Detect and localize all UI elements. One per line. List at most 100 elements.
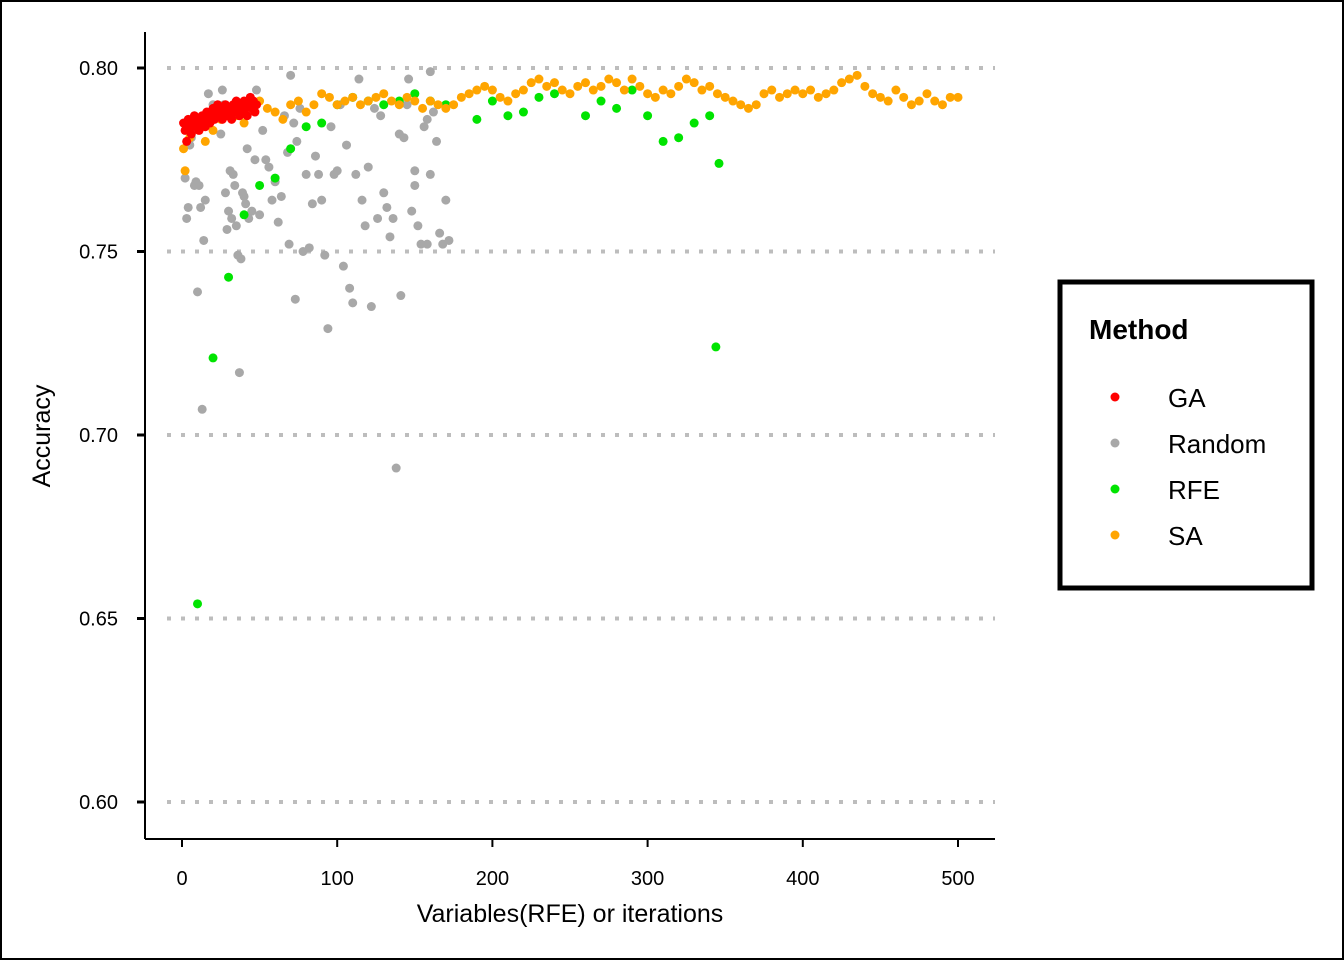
legend-label: SA — [1168, 521, 1203, 551]
data-point — [261, 155, 271, 165]
data-point — [396, 291, 406, 301]
data-point — [262, 103, 272, 113]
data-point — [255, 180, 265, 190]
data-point — [937, 100, 947, 110]
y-tick-label: 0.60 — [79, 792, 118, 814]
gridlines — [167, 66, 995, 804]
data-point — [410, 89, 420, 99]
data-point — [180, 173, 190, 183]
data-point — [402, 92, 412, 102]
data-point — [428, 107, 438, 117]
data-point — [217, 85, 227, 95]
data-point — [360, 221, 370, 231]
data-point — [844, 74, 854, 84]
data-point — [435, 228, 445, 238]
data-point — [425, 67, 435, 77]
data-point — [596, 96, 606, 106]
data-point — [376, 111, 386, 121]
data-point — [230, 180, 240, 190]
data-point — [511, 89, 521, 99]
data-point — [627, 74, 637, 84]
data-point — [193, 599, 203, 609]
data-point — [324, 92, 334, 102]
data-point — [573, 81, 583, 91]
data-point — [922, 89, 932, 99]
y-tick-label: 0.80 — [79, 58, 118, 80]
legend-items: GA Random RFE SA — [1110, 383, 1266, 551]
data-point — [891, 85, 901, 95]
data-point — [388, 213, 398, 223]
data-point — [449, 100, 459, 110]
data-point — [643, 89, 653, 99]
data-point — [542, 81, 552, 91]
data-point — [379, 89, 389, 99]
data-point — [239, 118, 249, 128]
data-point — [635, 81, 645, 91]
data-point — [317, 118, 327, 128]
data-point — [379, 100, 389, 110]
data-point — [234, 368, 244, 378]
data-point — [456, 92, 466, 102]
data-point — [666, 89, 676, 99]
data-point — [596, 81, 606, 91]
data-point — [441, 103, 451, 113]
data-point — [394, 100, 404, 110]
data-point — [199, 235, 209, 245]
data-point — [239, 191, 249, 201]
data-point — [714, 158, 724, 168]
data-point — [441, 195, 451, 205]
data-point — [326, 122, 336, 132]
data-point — [557, 85, 567, 95]
data-point — [549, 89, 559, 99]
data-point — [227, 213, 237, 223]
x-tick-label: 400 — [786, 868, 819, 890]
legend-marker — [1110, 484, 1120, 494]
x-ticks: 0 100 200 300 400 500 — [176, 839, 975, 890]
data-point — [387, 96, 397, 106]
data-point — [345, 283, 355, 293]
data-point — [728, 96, 738, 106]
data-point — [404, 74, 414, 84]
data-point — [276, 191, 286, 201]
data-point — [565, 89, 575, 99]
data-point — [422, 239, 432, 249]
data-point — [627, 85, 637, 95]
data-point — [495, 92, 505, 102]
data-point — [197, 404, 207, 414]
data-point — [366, 302, 376, 312]
legend-title: Method — [1089, 314, 1189, 345]
data-point — [379, 188, 389, 198]
data-point — [342, 140, 352, 150]
data-point — [251, 100, 261, 110]
data-point — [444, 235, 454, 245]
data-point — [945, 92, 955, 102]
data-point — [852, 70, 862, 80]
data-point — [806, 85, 816, 95]
data-point — [472, 114, 482, 124]
data-point — [224, 206, 234, 216]
data-point — [369, 103, 379, 113]
data-point — [410, 96, 420, 106]
data-point — [619, 85, 629, 95]
x-tick-label: 500 — [941, 868, 974, 890]
data-point — [208, 125, 218, 135]
data-point — [250, 107, 260, 117]
data-point — [301, 107, 311, 117]
data-point — [317, 195, 327, 205]
data-point — [363, 96, 373, 106]
data-point — [236, 254, 246, 264]
legend-label: RFE — [1168, 475, 1220, 505]
data-point — [180, 166, 190, 176]
y-axis-title: Accuracy — [28, 384, 56, 487]
y-tick-label: 0.75 — [79, 242, 118, 264]
data-point — [503, 96, 513, 106]
data-point — [317, 89, 327, 99]
data-point — [767, 85, 777, 95]
data-point — [790, 85, 800, 95]
data-point — [612, 78, 622, 88]
data-point — [705, 111, 715, 121]
data-point — [354, 74, 364, 84]
data-point — [425, 96, 435, 106]
data-point — [782, 89, 792, 99]
data-point — [382, 202, 392, 212]
